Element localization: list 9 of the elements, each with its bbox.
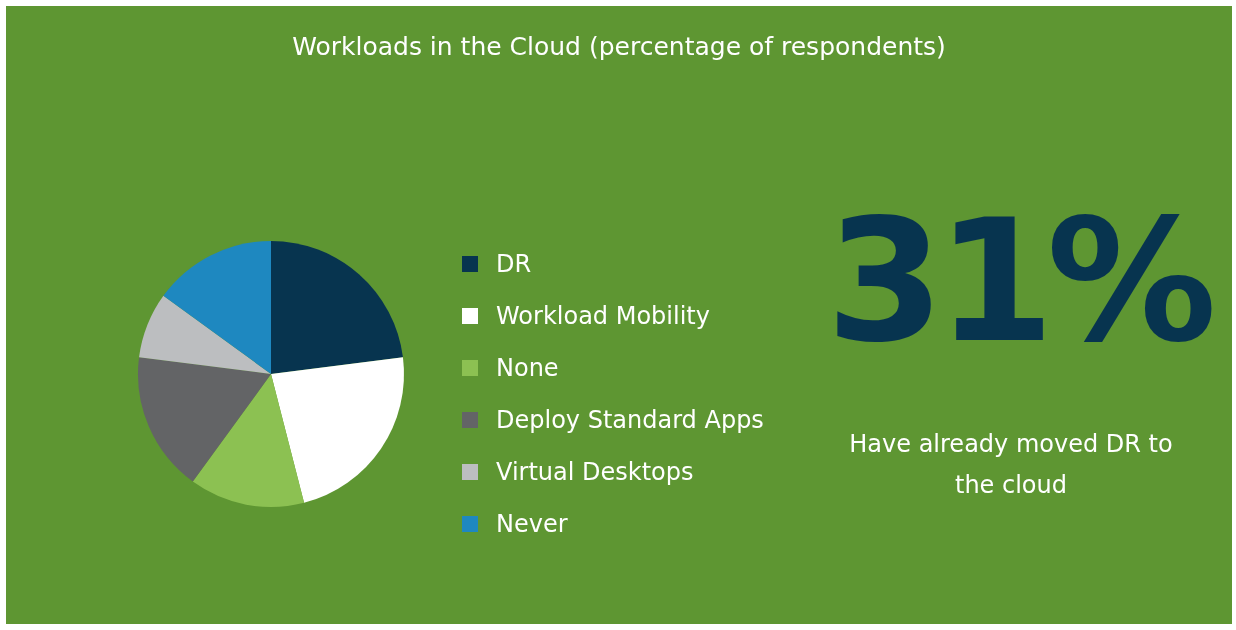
legend-label: Virtual Desktops <box>496 458 694 486</box>
legend-label: None <box>496 354 559 382</box>
legend-label: Workload Mobility <box>496 302 710 330</box>
text: 31% <box>826 182 1209 380</box>
legend-label: DR <box>496 250 532 278</box>
legend-label: Never <box>496 510 568 538</box>
text: Have already moved DR to the cloud <box>848 429 1174 501</box>
chart-title: Workloads in the Cloud (percentage of respondents) <box>291 32 947 61</box>
legend-label: Deploy Standard Apps <box>496 406 764 434</box>
